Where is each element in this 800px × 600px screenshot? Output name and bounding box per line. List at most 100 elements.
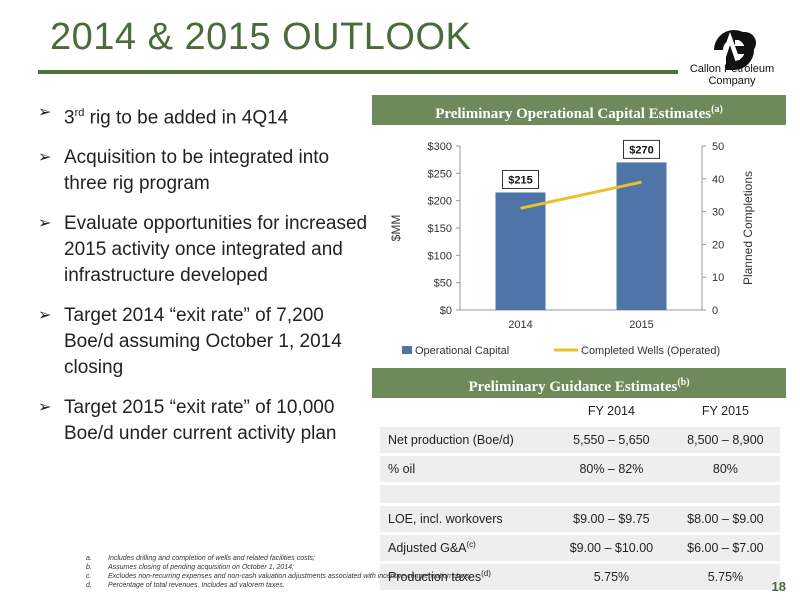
logo-line-2: Company xyxy=(708,75,756,87)
bullet-text: Evaluate opportunities for increased 201… xyxy=(64,213,368,287)
bullet-item: ➢ Evaluate opportunities for increased 2… xyxy=(38,211,368,289)
completed-wells-line xyxy=(520,180,642,210)
page-number: 18 xyxy=(771,579,786,594)
footnote-key: a. xyxy=(86,555,92,562)
x-tick-label: 2014 xyxy=(508,319,532,331)
bullet-text: Target 2014 “exit rate” of 7,200 Boe/d a… xyxy=(64,305,342,379)
bullet-text: Target 2015 “exit rate” of 10,000 Boe/d … xyxy=(64,397,337,445)
footnote-text: Percentage of total revenues. Includes a… xyxy=(108,582,285,589)
legend-label-completed-wells: Completed Wells (Operated) xyxy=(581,345,720,357)
bullet-item: ➢ Acquisition to be integrated into thre… xyxy=(38,145,368,197)
guidance-header-fy2014: FY 2014 xyxy=(587,404,635,418)
row-value-2015: 5.75% xyxy=(670,561,780,590)
y-tick-label: $250 xyxy=(428,168,452,180)
row-value-2015: $8.00 – $9.00 xyxy=(670,503,780,534)
y-tick-label: $100 xyxy=(428,250,452,262)
bullet-item: ➢ Target 2015 “exit rate” of 10,000 Boe/… xyxy=(38,395,368,447)
y2-tick-label: 50 xyxy=(712,141,724,153)
table-row: LOE, incl. workovers $9.00 – $9.75 $8.00… xyxy=(380,503,780,534)
bullet-item: ➢ 3rd rig to be added in 4Q14 xyxy=(38,100,368,131)
arrow-bullet-icon: ➢ xyxy=(38,149,52,167)
logo-line-1: Callon Petroleum xyxy=(689,63,775,75)
footnote-text: Assumes closing of pending acquisition o… xyxy=(108,564,295,571)
row-value-2015: $6.00 – $7.00 xyxy=(670,532,780,563)
chart-panel-title-sup: (a) xyxy=(711,104,723,115)
bullet-text-cont: rig to be added in 4Q14 xyxy=(84,107,289,129)
guidance-panel-title-sup: (b) xyxy=(677,377,690,388)
chart-panel-title: Preliminary Operational Capital Estimate… xyxy=(372,95,786,125)
page-title: 2014 & 2015 OUTLOOK xyxy=(50,16,472,58)
row-label: % oil xyxy=(380,453,552,484)
row-value-2015: 8,500 – 8,900 xyxy=(670,424,780,455)
y-tick-label: $0 xyxy=(440,305,452,317)
row-value-2014: 5.75% xyxy=(552,561,671,590)
row-label: Production taxes(d) xyxy=(380,561,552,590)
company-logo-icon xyxy=(714,30,756,70)
legend-label-operational-capital: Operational Capital xyxy=(415,345,509,357)
company-logo-text: Callon Petroleum Company xyxy=(674,63,790,87)
row-label-sup: (c) xyxy=(466,540,476,550)
y-tick-label: $150 xyxy=(428,223,452,235)
row-label: LOE, incl. workovers xyxy=(380,503,552,534)
y-axis-title: $MM xyxy=(389,215,403,242)
y-tick-label: $50 xyxy=(434,278,452,290)
y2-tick-label: 0 xyxy=(712,305,718,317)
guidance-header-fy2015: FY 2015 xyxy=(701,404,749,418)
footnote-key: d. xyxy=(86,582,92,589)
bullet-text: Acquisition to be integrated into three … xyxy=(64,147,330,195)
guidance-panel-title-text: Preliminary Guidance Estimates xyxy=(468,379,678,395)
bullet-superscript: rd xyxy=(74,107,85,119)
row-label-sup: (d) xyxy=(481,569,491,579)
guidance-table: FY 2014 FY 2015 Net production (Boe/d) 5… xyxy=(380,398,780,590)
row-value-2014: 5,550 – 5,650 xyxy=(552,424,671,455)
row-label-text: Production taxes xyxy=(388,570,482,585)
bar-data-label: $215 xyxy=(508,174,532,186)
table-row: Adjusted G&A(c) $9.00 – $10.00 $6.00 – $… xyxy=(380,532,780,563)
y-tick-label: $300 xyxy=(428,141,452,153)
row-label-text: Adjusted G&A xyxy=(388,541,467,556)
table-row: % oil 80% – 82% 80% xyxy=(380,453,780,484)
guidance-header-row: FY 2014 FY 2015 xyxy=(380,398,780,426)
bar-data-label: $270 xyxy=(629,144,653,156)
footnote: d. Percentage of total revenues. Includes… xyxy=(86,581,471,590)
y2-tick-label: 10 xyxy=(712,272,724,284)
chart-panel-title-text: Preliminary Operational Capital Estimate… xyxy=(435,106,712,122)
footnote-text: Excludes non-recurring expenses and non-… xyxy=(108,573,472,580)
arrow-bullet-icon: ➢ xyxy=(38,104,52,121)
bullet-item: ➢ Target 2014 “exit rate” of 7,200 Boe/d… xyxy=(38,303,368,381)
row-value-2014: $9.00 – $10.00 xyxy=(552,532,671,563)
x-tick-label: 2015 xyxy=(629,319,653,331)
guidance-panel-title: Preliminary Guidance Estimates(b) xyxy=(372,368,786,398)
row-value-2015: 80% xyxy=(670,453,780,484)
table-row: Production taxes(d) 5.75% 5.75% xyxy=(380,561,780,590)
bar xyxy=(495,192,546,310)
capital-chart: $0 $50 $100 $150 $200 $250 $300 0 10 20 30 40 50 $MM P… xyxy=(389,139,755,357)
y2-tick-label: 20 xyxy=(712,239,724,251)
guidance-header-blank xyxy=(380,398,552,426)
bullet-list: ➢ 3rd rig to be added in 4Q14 ➢ Acquisit… xyxy=(38,100,368,461)
legend-swatch-operational-capital xyxy=(402,346,412,354)
footnotes: a. Includes drilling and completion of we… xyxy=(86,554,471,590)
y2-axis-title: Planned Completions xyxy=(741,171,755,285)
bullet-text: 3 xyxy=(64,107,75,129)
arrow-bullet-icon: ➢ xyxy=(38,215,52,233)
footnote-key: c. xyxy=(86,573,92,580)
row-value-2014: $9.00 – $9.75 xyxy=(552,503,671,534)
arrow-bullet-icon: ➢ xyxy=(38,399,52,417)
y-tick-label: $200 xyxy=(428,196,452,208)
table-row: Net production (Boe/d) 5,550 – 5,650 8,5… xyxy=(380,424,780,455)
footnote: b. Assumes closing of pending acquisition… xyxy=(86,563,471,572)
title-divider xyxy=(38,70,678,74)
table-spacer-row xyxy=(380,482,780,505)
footnote-text: Includes drilling and completion of well… xyxy=(108,555,315,562)
row-label: Adjusted G&A(c) xyxy=(380,532,552,563)
y2-tick-label: 30 xyxy=(712,207,724,219)
arrow-bullet-icon: ➢ xyxy=(38,307,52,325)
footnote-key: b. xyxy=(86,564,92,571)
row-value-2014: 80% – 82% xyxy=(552,453,671,484)
row-label: Net production (Boe/d) xyxy=(380,424,552,455)
bar-data-label-box xyxy=(623,139,660,159)
bar-data-label-box xyxy=(502,169,539,189)
y2-tick-label: 40 xyxy=(712,174,724,186)
footnote: a. Includes drilling and completion of we… xyxy=(86,554,471,563)
